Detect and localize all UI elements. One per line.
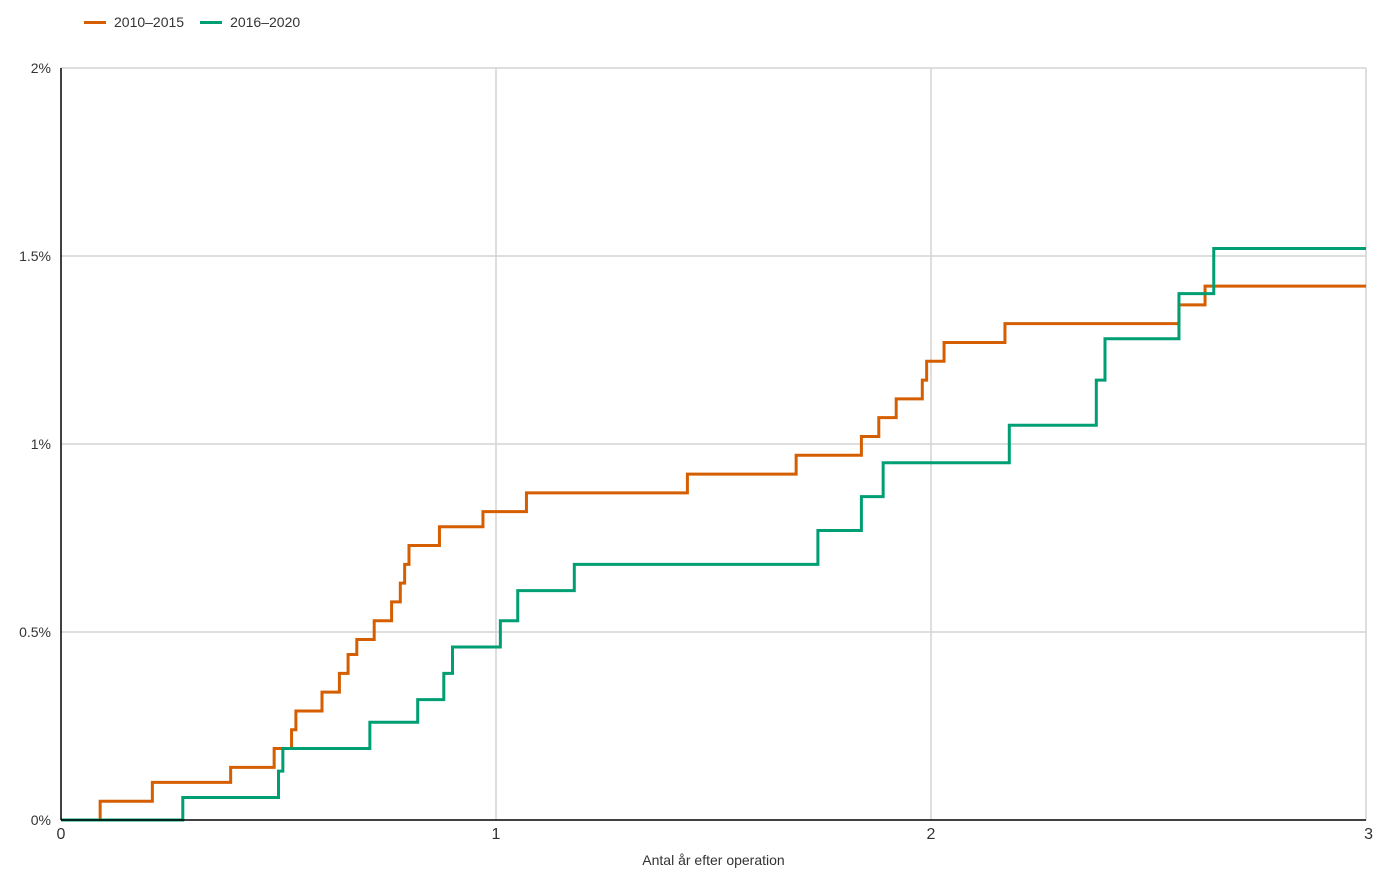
- x-tick-label: 1: [492, 826, 501, 843]
- y-tick-label: 1%: [31, 436, 51, 452]
- legend-item-2010-2015[interactable]: 2010–2015: [84, 14, 184, 30]
- legend-swatch-2010-2015: [84, 20, 106, 24]
- y-tick-label: 2%: [31, 60, 51, 76]
- legend-swatch-2016-2020: [200, 20, 223, 24]
- legend-label-2010-2015: 2010–2015: [114, 14, 185, 30]
- axes: [60, 68, 1366, 821]
- legend: 2010–2015 2016–2020: [84, 12, 300, 32]
- series-layer: [61, 246, 1366, 822]
- y-tick-label: 0.5%: [19, 624, 51, 640]
- x-axis-title: Antal år efter operation: [642, 852, 784, 868]
- gridlines: [61, 67, 1367, 820]
- y-tick-label: 1.5%: [19, 248, 51, 264]
- y-tick-label: 0%: [31, 812, 51, 828]
- x-tick-label: 3: [1364, 826, 1373, 843]
- series-line-2016-2020[interactable]: [61, 246, 1366, 822]
- x-tick-label: 0: [57, 826, 66, 843]
- legend-item-2016-2020[interactable]: 2016–2020: [200, 14, 300, 30]
- legend-label-2016-2020: 2016–2020: [230, 14, 301, 30]
- tick-labels: 0% 0.5% 1% 1.5% 2% 0 1 2 3: [19, 60, 1373, 843]
- series-line-2010-2015[interactable]: [61, 284, 1366, 822]
- x-tick-label: 2: [927, 826, 936, 843]
